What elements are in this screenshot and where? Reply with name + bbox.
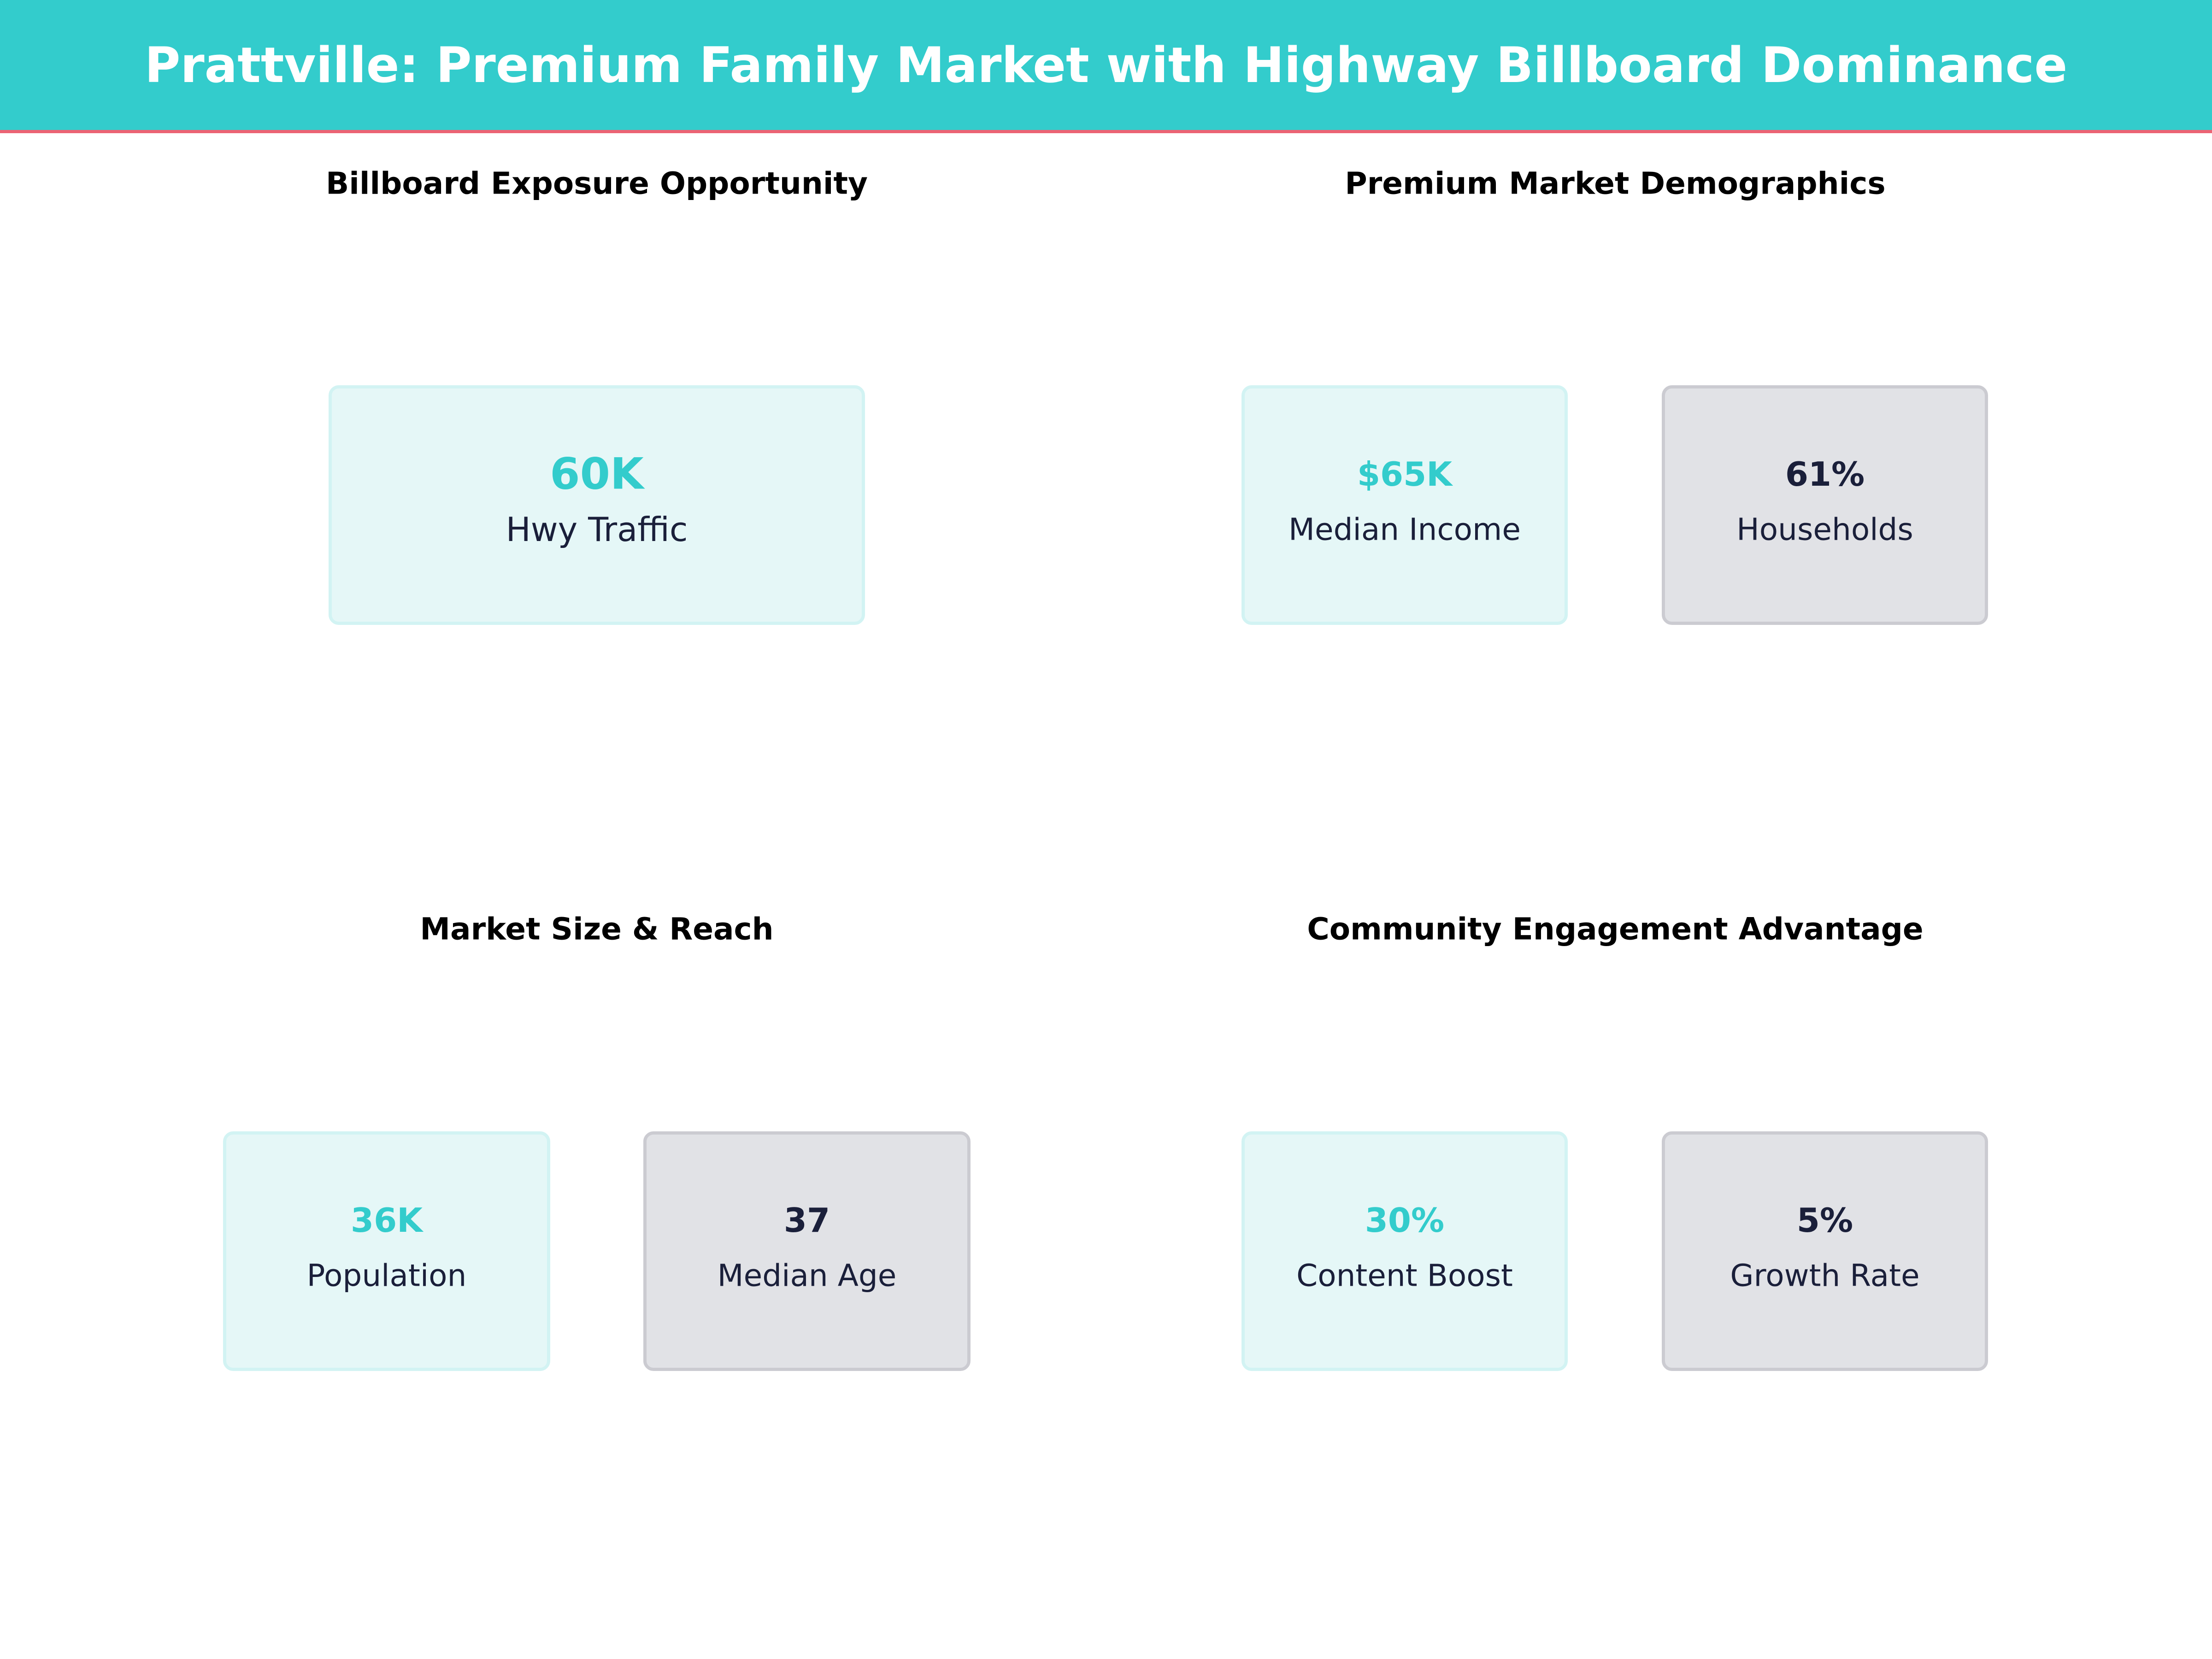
stat-card-growth-rate: 5% Growth Rate — [1662, 1131, 1988, 1371]
stat-value: 5% — [1796, 1201, 1853, 1240]
stat-value: 37 — [783, 1201, 830, 1240]
stat-value: 36K — [351, 1201, 423, 1240]
stat-card-households: 61% Households — [1662, 385, 1988, 625]
panel-title-demographics: Premium Market Demographics — [1345, 165, 1886, 201]
page-title: Prattville: Premium Family Market with H… — [144, 36, 2068, 94]
stat-label: Households — [1736, 512, 1913, 547]
stat-label: Content Boost — [1296, 1258, 1513, 1294]
stat-label: Hwy Traffic — [506, 510, 688, 549]
stat-value: 30% — [1365, 1201, 1445, 1240]
stat-card-content-boost: 30% Content Boost — [1241, 1131, 1568, 1371]
stat-card-median-age: 37 Median Age — [643, 1131, 971, 1371]
panel-title-billboard: Billboard Exposure Opportunity — [325, 165, 868, 201]
stat-card-hwy-traffic: 60K Hwy Traffic — [329, 385, 865, 625]
stat-value: 61% — [1785, 455, 1865, 494]
stat-value: 60K — [550, 449, 644, 500]
stat-value: $65K — [1357, 455, 1453, 494]
header-banner: Prattville: Premium Family Market with H… — [0, 0, 2212, 133]
stat-card-median-income: $65K Median Income — [1241, 385, 1568, 625]
panel-title-market-size: Market Size & Reach — [420, 911, 774, 947]
stat-label: Median Income — [1288, 512, 1521, 547]
stat-label: Population — [306, 1258, 467, 1294]
stat-label: Median Age — [717, 1258, 897, 1294]
panel-title-community: Community Engagement Advantage — [1307, 911, 1924, 947]
stat-card-population: 36K Population — [223, 1131, 550, 1371]
stat-label: Growth Rate — [1730, 1258, 1920, 1294]
